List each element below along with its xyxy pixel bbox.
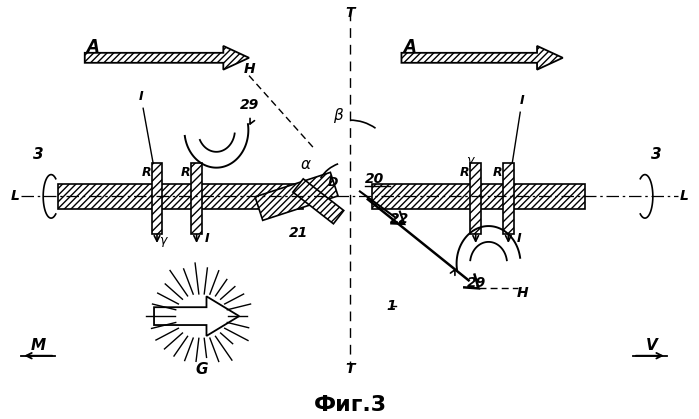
Text: D: D	[328, 176, 338, 189]
Bar	[372, 184, 584, 209]
Polygon shape	[470, 163, 481, 234]
Text: H: H	[517, 286, 528, 300]
Text: I: I	[520, 94, 524, 107]
Text: 29: 29	[240, 98, 259, 112]
Text: 21: 21	[289, 226, 308, 240]
Text: I: I	[517, 233, 521, 246]
Text: γ: γ	[466, 154, 474, 167]
Text: L: L	[680, 189, 689, 203]
Text: 1: 1	[387, 299, 396, 313]
Text: 20: 20	[365, 173, 384, 186]
Text: I: I	[205, 233, 209, 246]
Text: M: M	[31, 338, 46, 353]
Polygon shape	[293, 179, 344, 224]
Text: G: G	[195, 362, 208, 377]
Text: R: R	[460, 166, 470, 178]
Text: R: R	[141, 166, 151, 178]
Polygon shape	[154, 296, 239, 336]
Text: R: R	[181, 166, 191, 178]
Polygon shape	[401, 46, 563, 70]
Text: 22: 22	[389, 212, 409, 226]
Polygon shape	[255, 172, 338, 220]
Text: 29: 29	[467, 277, 487, 290]
Text: H: H	[243, 62, 255, 76]
Text: Фиг.3: Фиг.3	[313, 395, 387, 415]
Text: A: A	[86, 38, 99, 56]
Text: L: L	[11, 189, 20, 203]
Polygon shape	[191, 163, 202, 234]
Polygon shape	[85, 46, 249, 70]
Polygon shape	[152, 163, 162, 234]
Text: 3: 3	[33, 147, 43, 162]
Text: T: T	[345, 362, 355, 375]
Text: I: I	[139, 91, 143, 103]
Bar	[58, 184, 303, 209]
Text: V: V	[646, 338, 658, 353]
Text: α: α	[301, 157, 310, 172]
Polygon shape	[503, 163, 514, 234]
Text: 3: 3	[651, 147, 662, 162]
Text: β: β	[333, 108, 343, 123]
Text: T: T	[345, 6, 355, 21]
Text: R: R	[493, 166, 503, 178]
Text: γ: γ	[159, 234, 166, 247]
Text: A: A	[403, 38, 416, 56]
